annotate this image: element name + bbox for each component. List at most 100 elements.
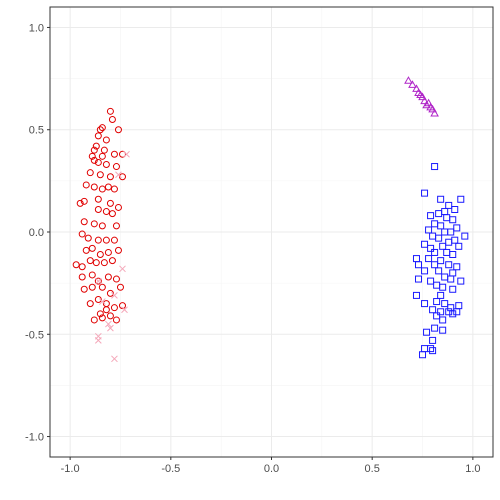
data-point-cross — [115, 171, 122, 179]
data-point-circle — [86, 300, 94, 308]
data-point-square — [447, 275, 455, 283]
data-point-circle — [106, 289, 114, 297]
data-point-circle — [110, 185, 118, 193]
data-point-circle — [98, 222, 106, 230]
data-point-circle — [94, 277, 102, 285]
data-point-cross — [99, 298, 106, 305]
data-point-square — [429, 232, 437, 240]
data-point-circle — [102, 306, 110, 314]
data-point-circle — [118, 173, 126, 181]
data-point-square — [431, 248, 439, 256]
data-point-circle — [78, 230, 86, 238]
data-point-square — [445, 261, 453, 269]
x-tick-label: 0.5 — [365, 463, 380, 475]
data-point-cross — [107, 324, 114, 332]
data-point-circle — [90, 183, 98, 191]
data-point-circle — [106, 107, 114, 115]
data-point-square — [453, 224, 461, 232]
data-point-circle — [96, 171, 104, 179]
data-point-circle — [90, 146, 98, 154]
data-point-square — [414, 275, 422, 283]
data-point-circle — [88, 283, 96, 291]
data-point-square — [435, 234, 443, 242]
data-point-square — [414, 261, 422, 269]
data-point-square — [427, 212, 435, 220]
data-point-circle — [114, 203, 122, 211]
data-point-circle — [72, 261, 80, 269]
data-point-square — [421, 189, 429, 197]
data-point-circle — [88, 152, 96, 160]
data-point-square — [455, 242, 463, 250]
data-point-circle — [90, 316, 98, 324]
data-point-circle — [98, 314, 106, 322]
data-point-circle — [94, 132, 102, 140]
data-point-circle — [82, 181, 90, 189]
data-point-square — [457, 277, 465, 285]
data-point-square — [431, 324, 439, 332]
data-point-triangle — [418, 92, 427, 101]
data-point-circle — [86, 257, 94, 265]
data-point-square — [412, 255, 420, 263]
data-point-circle — [96, 126, 104, 134]
data-point-square — [431, 163, 439, 171]
data-point-square — [439, 326, 447, 334]
y-tick-label: -0.5 — [25, 329, 44, 341]
data-point-circle — [98, 185, 106, 193]
data-point-circle — [98, 283, 106, 291]
data-point-circle — [106, 173, 114, 181]
data-point-circle — [86, 169, 94, 177]
data-point-cross — [111, 355, 118, 363]
data-point-square — [447, 228, 455, 236]
data-point-square — [441, 273, 449, 281]
data-point-square — [441, 208, 449, 216]
data-point-circle — [110, 150, 118, 158]
data-point-circle — [78, 263, 86, 271]
data-point-circle — [94, 236, 102, 244]
series-triangle — [404, 76, 439, 117]
data-point-circle — [106, 312, 114, 320]
series-square — [412, 163, 469, 359]
data-point-square — [455, 302, 463, 310]
data-point-square — [443, 248, 451, 256]
axes: -1.0 -0.5 0.0 0.5 1.0 -1.0 -0.5 0.0 0.5 1.0 — [25, 22, 480, 475]
y-tick-label: -1.0 — [25, 432, 44, 444]
data-point-circle — [94, 206, 102, 213]
data-point-circle — [80, 218, 88, 226]
data-point-circle — [106, 199, 114, 207]
data-point-square — [421, 267, 429, 275]
series-cross — [94, 150, 130, 363]
data-point-square — [445, 201, 453, 209]
data-point-square — [425, 226, 433, 234]
data-point-cross — [105, 320, 112, 328]
data-point-circle — [102, 161, 110, 168]
data-point-square — [453, 308, 461, 316]
data-point-square — [433, 312, 441, 320]
y-tick-label: 0.0 — [29, 227, 44, 239]
data-point-circle — [104, 183, 112, 191]
data-point-square — [453, 263, 461, 271]
data-point-circle — [94, 296, 102, 303]
series-circle — [72, 107, 126, 324]
data-point-circle — [82, 246, 90, 254]
data-point-square — [437, 257, 445, 265]
data-point-square — [419, 351, 427, 359]
data-point-triangle — [408, 80, 417, 88]
data-point-square — [427, 244, 435, 252]
data-point-circle — [112, 163, 120, 171]
data-point-circle — [108, 116, 116, 123]
data-point-cross — [111, 292, 118, 299]
data-point-circle — [116, 283, 124, 291]
data-point-circle — [102, 236, 110, 244]
data-point-cross — [94, 337, 102, 344]
data-point-circle — [112, 275, 120, 283]
data-point-circle — [108, 210, 116, 218]
plot-grid — [50, 7, 493, 457]
data-point-square — [451, 236, 459, 244]
data-point-cross — [119, 265, 126, 273]
data-point-square — [437, 195, 445, 203]
data-point-square — [431, 261, 439, 269]
data-point-square — [439, 283, 447, 291]
data-point-circle — [94, 195, 102, 203]
data-point-square — [435, 267, 443, 275]
data-point-square — [451, 206, 459, 213]
